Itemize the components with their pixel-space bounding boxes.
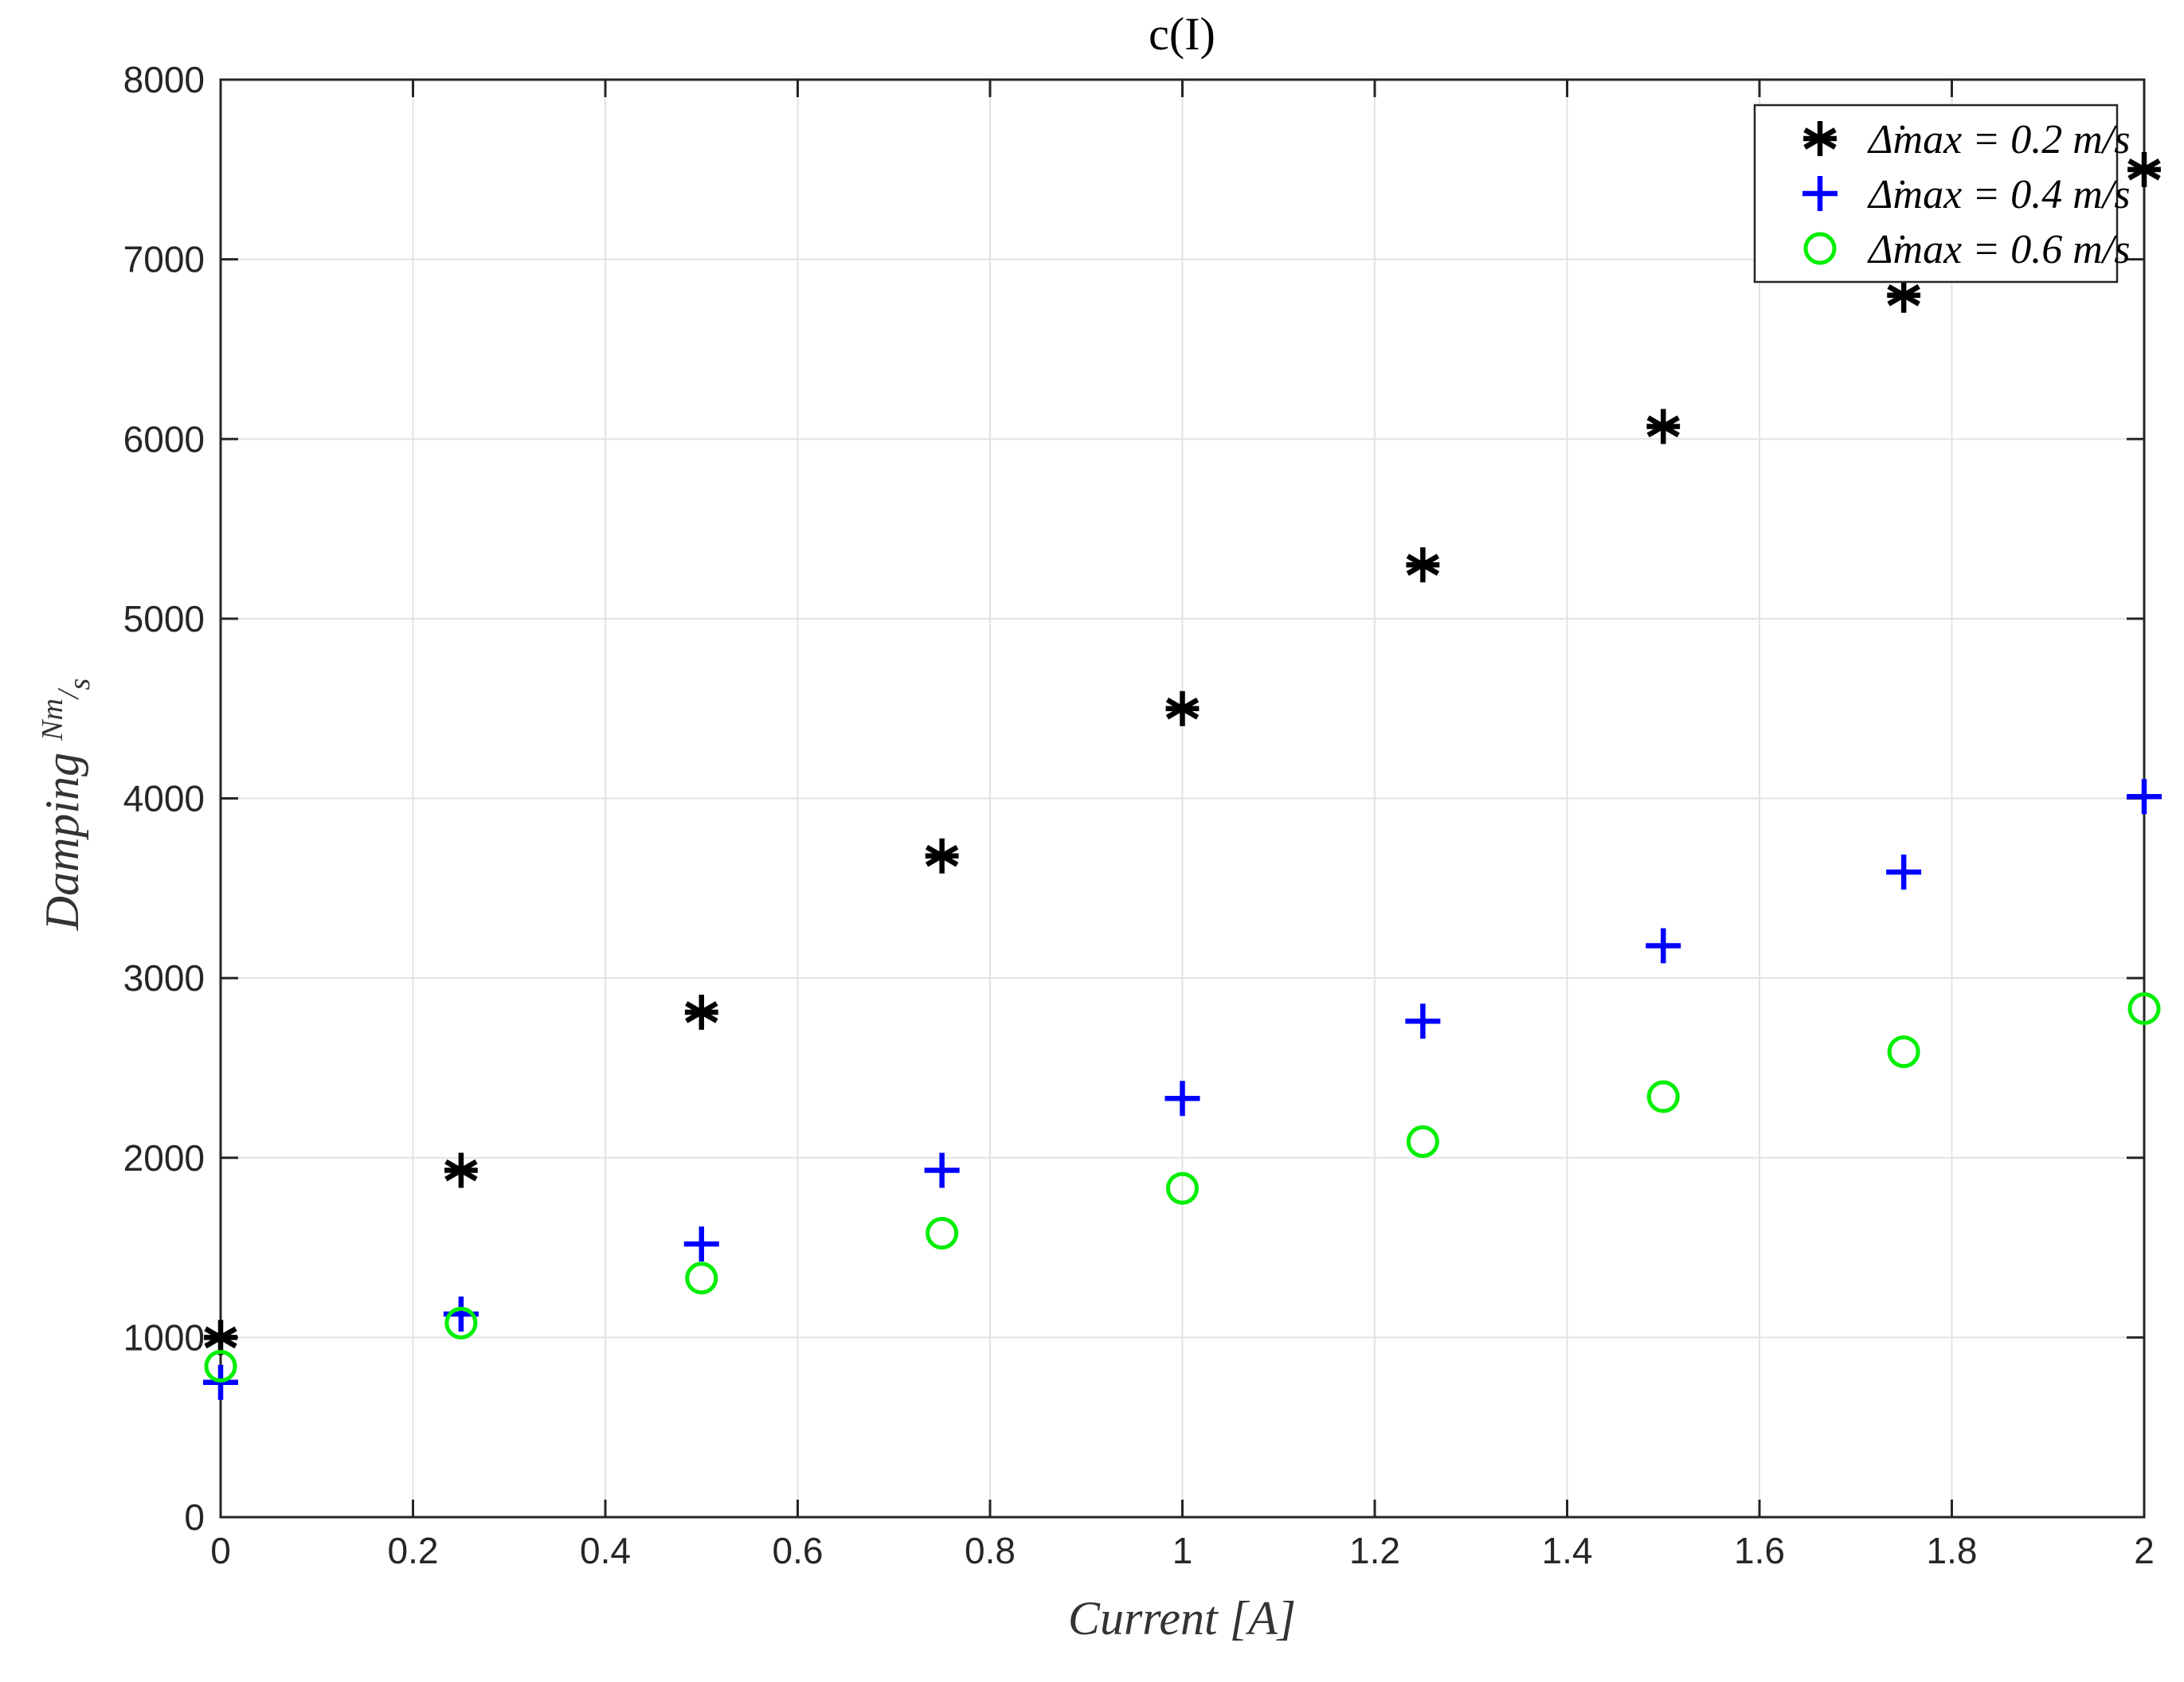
y-tick-label: 4000 xyxy=(123,778,205,819)
series-2-point xyxy=(1405,1003,1441,1039)
y-axis-label-unit-denominator: s xyxy=(63,679,96,690)
series-3-point xyxy=(685,1262,718,1295)
legend-label-1: Δ̇max = 0.2 m/s xyxy=(1867,117,2130,162)
x-tick-label: 1 xyxy=(1172,1530,1193,1571)
series-3-point xyxy=(204,1349,237,1383)
marker-stroke xyxy=(1803,232,1837,265)
series-1-point xyxy=(925,838,959,874)
legend-marker-3 xyxy=(1803,232,1837,265)
data-points xyxy=(203,151,2162,1400)
series-2-point xyxy=(1646,928,1681,964)
series-2-point xyxy=(2127,779,2162,815)
y-tick-label: 5000 xyxy=(123,598,205,640)
y-tick-label: 0 xyxy=(184,1496,205,1538)
series-2-point xyxy=(1886,855,1922,890)
series-3-point xyxy=(444,1306,478,1340)
legend-label-3: Δ̇max = 0.6 m/s xyxy=(1867,227,2130,272)
series-1-point xyxy=(1165,690,1200,726)
marker-stroke xyxy=(2127,992,2161,1025)
series-2-point xyxy=(924,1152,960,1188)
x-tick-label: 1.6 xyxy=(1734,1530,1785,1571)
chart-title: c(I) xyxy=(1149,8,1215,60)
x-tick-label: 2 xyxy=(2134,1530,2155,1571)
series-2-point xyxy=(683,1226,719,1262)
series-3-point xyxy=(1166,1172,1199,1205)
x-tick-label: 1.8 xyxy=(1927,1530,1978,1571)
axis-ticks: 0 0.2 0.4 0.6 0.8 1 1.2 1.4 1.6 1.8 2 0 1000 2000 3000… xyxy=(123,59,2155,1571)
y-axis-label-unit-slash: / xyxy=(52,687,85,700)
series-1-point xyxy=(444,1152,478,1188)
series-2-point xyxy=(1164,1081,1200,1117)
series-3-point xyxy=(1887,1035,1920,1069)
series-3-point xyxy=(1646,1080,1680,1113)
marker-stroke xyxy=(926,1217,959,1250)
series-1-point xyxy=(684,994,718,1030)
y-tick-label: 7000 xyxy=(123,239,205,280)
series-3-point xyxy=(2127,992,2161,1025)
series-1-point xyxy=(1646,409,1681,444)
legend: Δ̇max = 0.2 m/s Δ̇max = 0.4 m/s Δ̇max = 0.… xyxy=(1753,104,2130,284)
marker-stroke xyxy=(1166,1172,1199,1205)
x-axis-label: Current [A] xyxy=(1068,1592,1296,1645)
series-3-point xyxy=(1406,1125,1439,1158)
x-tick-label: 0.2 xyxy=(388,1530,439,1571)
marker-stroke xyxy=(1887,1035,1920,1069)
y-axis-label-unit-numerator: Nm xyxy=(36,698,69,741)
series-1-point xyxy=(1887,277,1921,313)
series-1-point xyxy=(1406,547,1440,583)
x-tick-label: 0.6 xyxy=(773,1530,824,1571)
x-tick-label: 0.4 xyxy=(580,1530,631,1571)
series-3-point xyxy=(926,1217,959,1250)
y-axis-label: Damping Nm/s xyxy=(36,679,96,932)
legend-label-2: Δ̇max = 0.4 m/s xyxy=(1867,172,2130,217)
y-tick-label: 1000 xyxy=(123,1316,205,1358)
series-1-point xyxy=(204,1320,237,1355)
legend-marker-1 xyxy=(1803,121,1837,156)
x-tick-label: 0 xyxy=(210,1530,231,1571)
marker-stroke xyxy=(1406,1125,1439,1158)
x-tick-label: 0.8 xyxy=(965,1530,1016,1571)
x-tick-label: 1.4 xyxy=(1542,1530,1593,1571)
series-1-point xyxy=(2127,151,2161,187)
y-tick-label: 2000 xyxy=(123,1137,205,1179)
y-axis-label-word: Damping xyxy=(36,741,88,931)
legend-marker-2 xyxy=(1802,176,1838,211)
y-tick-label: 3000 xyxy=(123,957,205,999)
marker-stroke xyxy=(685,1262,718,1295)
y-tick-label: 8000 xyxy=(123,59,205,100)
marker-stroke xyxy=(204,1349,237,1383)
marker-stroke xyxy=(1646,1080,1680,1113)
marker-stroke xyxy=(444,1306,478,1340)
x-tick-label: 1.2 xyxy=(1349,1530,1400,1571)
y-tick-label: 6000 xyxy=(123,418,205,460)
